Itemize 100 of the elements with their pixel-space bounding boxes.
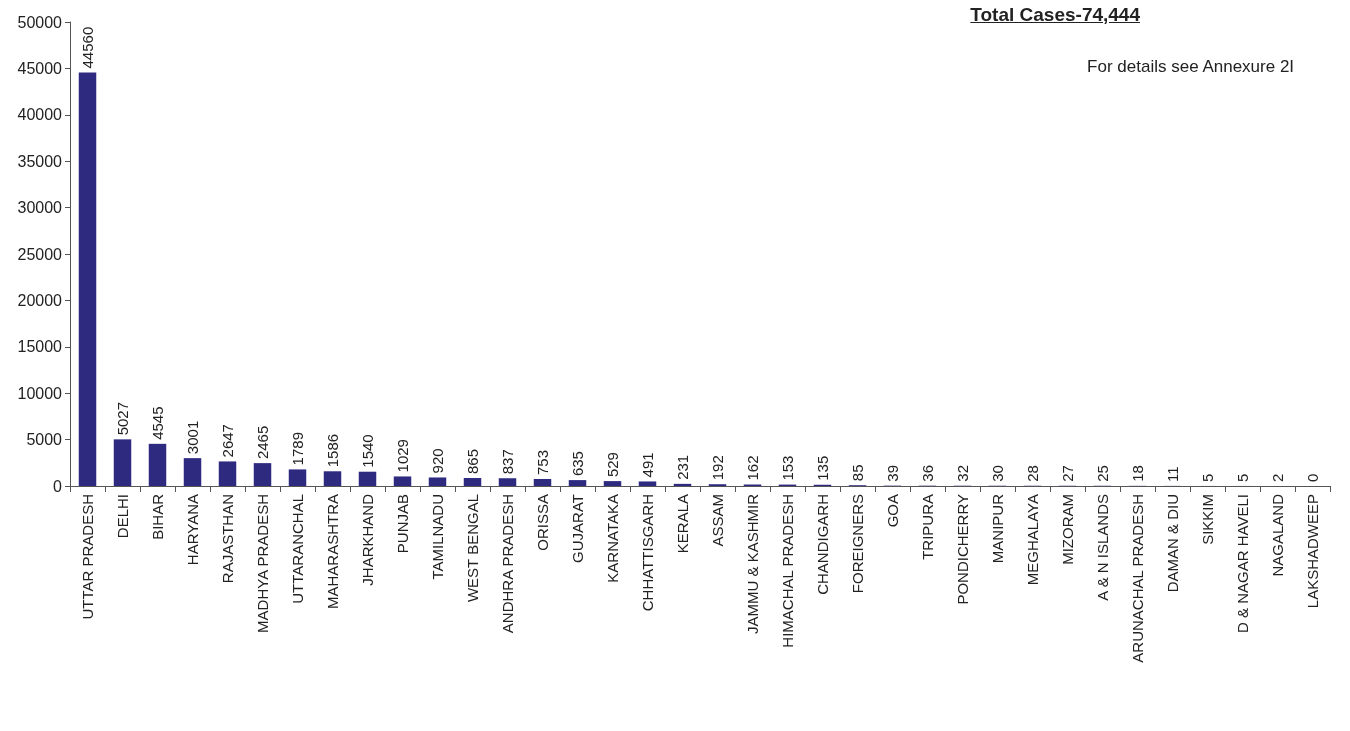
y-tick-label: 30000 (17, 199, 63, 217)
x-tick-label: MADHYA PRADESH (254, 494, 271, 633)
data-label: 85 (849, 464, 866, 482)
x-tick-label: JHARKHAND (359, 493, 376, 586)
data-label: 753 (534, 449, 551, 476)
y-tick-label: 25000 (17, 245, 63, 263)
data-label: 920 (429, 448, 446, 474)
bar (428, 477, 447, 486)
x-tick-label: D & NAGAR HAVELI (1234, 494, 1251, 633)
x-tick-label: MEGHALAYA (1024, 494, 1041, 586)
data-label: 1540 (359, 434, 376, 468)
x-tick-label: WEST BENGAL (464, 494, 481, 603)
bar (148, 443, 167, 486)
bar (568, 480, 587, 486)
x-tick-label: DAMAN & DIU (1164, 494, 1181, 593)
x-tick-label: BIHAR (149, 493, 166, 540)
data-label: 491 (639, 452, 656, 478)
x-tick-label: GUJARAT (569, 494, 586, 563)
data-label: 2647 (219, 424, 236, 458)
x-tick-label: CHHATTISGARH (639, 494, 656, 612)
data-label: 39 (884, 464, 901, 482)
data-label: 153 (779, 455, 796, 481)
x-tick-label: FOREIGNERS (849, 494, 866, 594)
y-tick-label: 0 (53, 477, 63, 495)
bar (323, 471, 342, 486)
bar (358, 471, 377, 486)
data-label: 1029 (394, 439, 411, 473)
x-tick-label: UTTARANCHAL (289, 494, 306, 604)
data-label: 1586 (324, 433, 341, 468)
x-tick-label: PONDICHERRY (954, 494, 971, 605)
bar (498, 478, 517, 486)
y-tick-label: 15000 (17, 338, 63, 356)
data-label: 2 (1269, 473, 1286, 482)
data-label: 11 (1164, 466, 1181, 482)
data-label: 3001 (184, 420, 201, 455)
data-label: 30 (989, 465, 1006, 482)
data-label: 865 (464, 448, 481, 474)
x-tick-label: RAJASTHAN (219, 494, 236, 584)
x-tick-label: PUNJAB (394, 494, 411, 554)
x-tick-label: ASSAM (709, 494, 726, 547)
data-label: 44560 (79, 26, 96, 69)
data-label: 27 (1059, 465, 1076, 482)
x-tick-label: ANDHRA PRADESH (499, 494, 516, 634)
chart-title: Total Cases-74,444 (970, 4, 1140, 26)
bar (183, 458, 202, 486)
data-label: 5027 (114, 401, 131, 436)
bar (393, 476, 412, 486)
y-tick-label: 10000 (17, 384, 63, 402)
y-tick-label: 5000 (26, 431, 63, 449)
x-tick-label: MIZORAM (1059, 494, 1076, 565)
annotation: For details see Annexure 2I (1087, 57, 1295, 76)
data-label: 5 (1234, 473, 1251, 482)
x-tick-label: NAGALAND (1269, 493, 1286, 577)
bar (463, 477, 482, 486)
bar (113, 439, 132, 486)
x-tick-label: ORISSA (534, 494, 551, 551)
bar (603, 481, 622, 486)
x-tick-label: TAMILNADU (429, 494, 446, 580)
x-tick-label: MAHARASHTRA (324, 494, 341, 610)
x-tick-label: GOA (884, 494, 901, 528)
x-tick-label: CHANDIGARH (814, 494, 831, 595)
x-tick-label: TRIPURA (919, 494, 936, 560)
y-tick-label: 45000 (17, 59, 63, 77)
x-tick-label: LAKSHADWEEP (1304, 494, 1321, 609)
bar (78, 72, 97, 486)
data-label: 529 (604, 452, 621, 478)
x-tick-label: MANIPUR (989, 493, 1006, 564)
data-label: 4545 (149, 406, 166, 440)
data-label: 36 (919, 464, 936, 482)
y-tick-label: 35000 (17, 152, 63, 170)
data-label: 25 (1094, 465, 1111, 482)
x-tick-label: SIKKIM (1199, 494, 1216, 545)
data-label: 192 (709, 455, 726, 481)
x-tick-label: A & N ISLANDS (1094, 494, 1111, 601)
data-label: 32 (954, 465, 971, 482)
x-tick-label: UTTAR PRADESH (79, 494, 96, 620)
y-tick-label: 40000 (17, 106, 63, 124)
data-label: 231 (674, 454, 691, 480)
x-tick-label: JAMMU & KASHMIR (744, 493, 761, 635)
data-label: 135 (814, 455, 831, 481)
bar (533, 479, 552, 486)
x-tick-label: KARNATAKA (604, 494, 621, 583)
bar (638, 481, 657, 486)
x-tick-label: DELHI (114, 494, 131, 539)
x-tick-label: HIMACHAL PRADESH (779, 494, 796, 648)
data-label: 28 (1024, 465, 1041, 482)
x-tick-label: HARYANA (184, 494, 201, 566)
data-label: 18 (1129, 465, 1146, 482)
data-label: 635 (569, 451, 586, 477)
data-label: 2465 (254, 425, 271, 460)
x-tick-label: ARUNACHAL PRADESH (1129, 494, 1146, 663)
bar (253, 463, 272, 486)
data-label: 837 (499, 449, 516, 475)
data-label: 1789 (289, 432, 306, 466)
bar (218, 461, 237, 486)
y-tick-label: 50000 (17, 13, 63, 31)
data-label: 0 (1304, 473, 1321, 482)
data-label: 162 (744, 455, 761, 481)
data-label: 5 (1199, 473, 1216, 482)
x-tick-label: KERALA (674, 494, 691, 554)
